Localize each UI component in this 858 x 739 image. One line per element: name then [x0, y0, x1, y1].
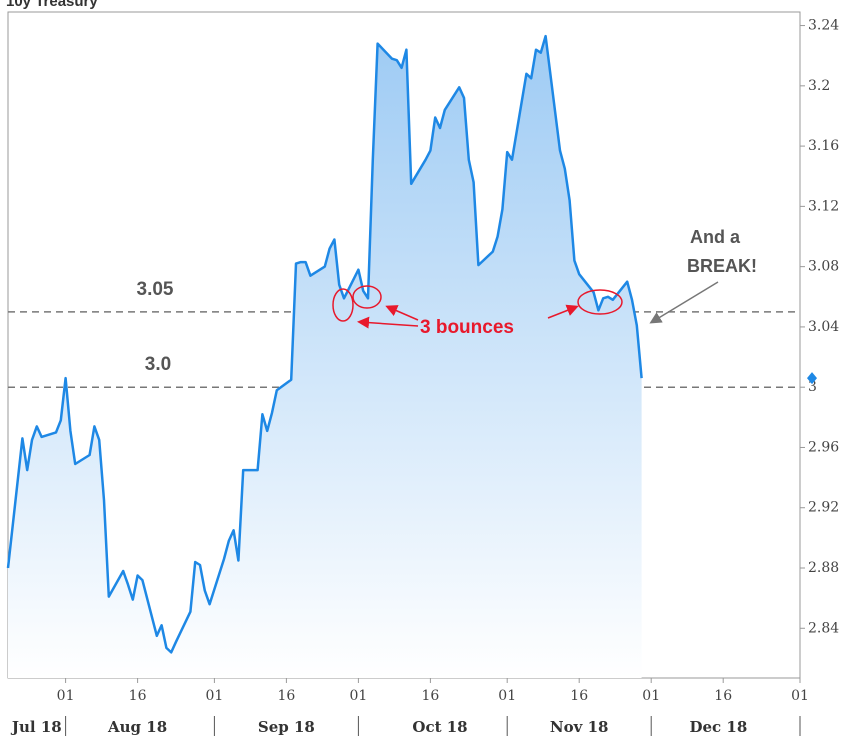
month-label: Jul 18	[10, 718, 62, 736]
bounce-circle	[332, 288, 354, 322]
month-label: Sep 18	[258, 718, 315, 736]
month-label: Dec 18	[690, 718, 748, 736]
y-tick-label: 2.92	[808, 500, 839, 516]
area-fill	[8, 36, 642, 679]
line	[6, 34, 643, 654]
annotation: And a	[690, 227, 741, 247]
annotation: 3 bounces	[420, 317, 514, 338]
y-tick-label: 2.88	[808, 560, 839, 576]
annotation: BREAK!	[687, 256, 757, 276]
y-tick-label: 3.16	[808, 138, 839, 154]
y-tick-label: 3	[808, 379, 817, 395]
reference-label: 3.0	[145, 354, 171, 375]
x-tick-label: 16	[714, 688, 732, 704]
annotation-arrow	[357, 316, 419, 329]
x-tick-label: 01	[57, 688, 75, 704]
y-tick-label: 3.12	[808, 198, 839, 214]
x-tick-label: 16	[570, 688, 588, 704]
month-label: Nov 18	[550, 718, 609, 736]
bounce-circle	[352, 285, 382, 309]
chart-title: 10y Treasury	[6, 0, 98, 10]
x-tick-label: 01	[791, 688, 809, 704]
month-label: Aug 18	[107, 718, 167, 736]
annotation-arrow	[385, 305, 419, 321]
y-tick-label: 2.96	[808, 439, 839, 455]
x-tick-label: 16	[277, 688, 295, 704]
x-tick-label: 01	[642, 688, 660, 704]
x-tick-label: 16	[129, 688, 147, 704]
month-label: Oct 18	[412, 718, 467, 736]
last-value-marker	[807, 372, 817, 385]
y-tick-label: 3.08	[808, 259, 839, 275]
annotation-arrow	[649, 281, 719, 324]
x-tick-label: 01	[205, 688, 223, 704]
y-tick-label: 3.24	[808, 18, 839, 34]
x-tick-label: 01	[349, 688, 367, 704]
annotation-arrow	[547, 304, 579, 319]
x-tick-label: 16	[421, 688, 439, 704]
bounce-circle	[577, 289, 623, 315]
reference-label: 3.05	[137, 279, 174, 300]
x-tick-label: 01	[498, 688, 516, 704]
y-tick-label: 2.84	[808, 620, 839, 636]
y-tick-label: 3.2	[808, 78, 830, 94]
y-tick-label: 3.04	[808, 319, 839, 335]
